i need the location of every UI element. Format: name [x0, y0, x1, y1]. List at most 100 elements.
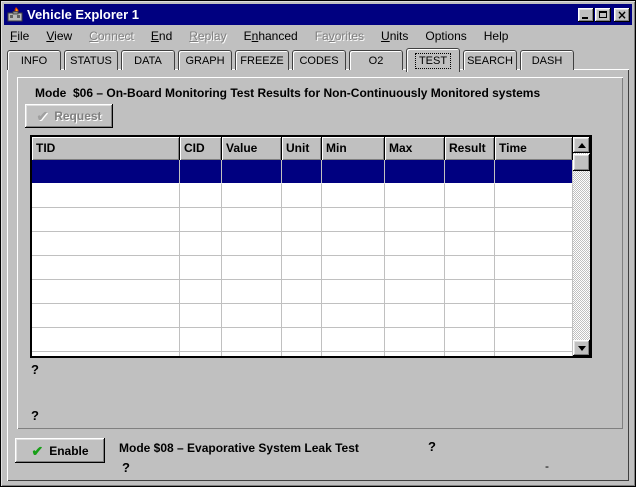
table-body[interactable]	[32, 160, 573, 356]
column-header-result[interactable]: Result	[445, 137, 495, 160]
close-button[interactable]: ×	[614, 7, 630, 22]
table-cell	[282, 208, 322, 232]
menu-end[interactable]: End	[150, 28, 173, 43]
maximize-icon	[599, 11, 607, 18]
scroll-up-button[interactable]	[573, 137, 590, 153]
table-cell	[32, 328, 180, 352]
table-cell	[282, 352, 322, 356]
table-cell	[385, 256, 445, 280]
table-cell	[222, 352, 282, 356]
menu-help[interactable]: Help	[483, 28, 509, 43]
tab-freeze[interactable]: FREEZE	[235, 50, 289, 70]
table-cell	[322, 160, 385, 184]
table-cell	[385, 304, 445, 328]
column-header-tid[interactable]: TID	[32, 137, 180, 160]
table-cell	[180, 184, 222, 208]
tab-label: FREEZE	[240, 54, 284, 67]
mode08-value-placeholder: -	[545, 459, 549, 473]
table-cell	[495, 232, 573, 256]
table-scrollbar[interactable]	[573, 137, 590, 356]
tab-label: TEST	[414, 52, 452, 69]
table-cell	[32, 256, 180, 280]
tab-codes[interactable]: CODES	[292, 50, 346, 70]
column-header-max[interactable]: Max	[385, 137, 445, 160]
maximize-button[interactable]	[595, 7, 611, 22]
table-row[interactable]	[32, 352, 573, 356]
table-cell	[222, 256, 282, 280]
table-cell	[385, 280, 445, 304]
column-header-value[interactable]: Value	[222, 137, 282, 160]
table-cell	[222, 208, 282, 232]
table-row[interactable]	[32, 184, 573, 208]
tab-label: DASH	[531, 54, 563, 67]
menu-units[interactable]: Units	[381, 28, 409, 43]
table-cell	[445, 304, 495, 328]
table-row[interactable]	[32, 232, 573, 256]
table-cell	[32, 208, 180, 232]
menu-enhanced[interactable]: Enhanced	[243, 28, 298, 43]
scroll-down-button[interactable]	[573, 340, 590, 356]
tab-graph[interactable]: GRAPH	[178, 50, 232, 70]
column-header-unit[interactable]: Unit	[282, 137, 322, 160]
scrollbar-thumb[interactable]	[573, 154, 590, 171]
title-bar[interactable]: Vehicle Explorer 1 ×	[4, 4, 632, 25]
arrow-up-icon	[577, 142, 586, 148]
table-row[interactable]	[32, 328, 573, 352]
enable-button[interactable]: ✔ Enable	[15, 438, 105, 463]
table-row[interactable]	[32, 304, 573, 328]
table-cell	[222, 184, 282, 208]
test-tab-page: Mode $06 – On-Board Monitoring Test Resu…	[7, 69, 629, 481]
table-cell	[222, 232, 282, 256]
table-row[interactable]	[32, 256, 573, 280]
menu-file[interactable]: File	[10, 28, 30, 43]
close-icon: ×	[616, 7, 628, 22]
window-controls: ×	[577, 7, 630, 22]
request-button[interactable]: ✔ Request	[25, 104, 113, 128]
table-cell	[180, 280, 222, 304]
tab-o2[interactable]: O2	[349, 50, 403, 70]
table-cell	[495, 184, 573, 208]
table-row[interactable]	[32, 280, 573, 304]
column-header-time[interactable]: Time	[495, 137, 573, 160]
table-row[interactable]	[32, 208, 573, 232]
table-cell	[445, 280, 495, 304]
tab-label: DATA	[134, 54, 162, 67]
menu-view[interactable]: View	[46, 28, 73, 43]
enable-button-label: Enable	[49, 443, 89, 458]
window-title: Vehicle Explorer 1	[27, 7, 140, 22]
table-cell	[445, 160, 495, 184]
table-cell	[495, 304, 573, 328]
mode08-title: Mode $08 – Evaporative System Leak Test	[119, 441, 359, 455]
mode08-section: ✔ Enable Mode $08 – Evaporative System L…	[9, 431, 627, 479]
minimize-button[interactable]	[578, 7, 594, 22]
table-cell	[180, 208, 222, 232]
table-cell	[32, 280, 180, 304]
table-cell	[445, 232, 495, 256]
menu-options[interactable]: Options	[425, 28, 467, 43]
check-icon: ✔	[31, 442, 44, 459]
column-header-cid[interactable]: CID	[180, 137, 222, 160]
table-cell	[32, 352, 180, 356]
table-cell	[322, 208, 385, 232]
mode06-status-2: ?	[31, 408, 39, 423]
column-header-min[interactable]: Min	[322, 137, 385, 160]
table-header-row: TID CID Value Unit Min Max Result Time	[32, 137, 573, 160]
table-cell	[322, 184, 385, 208]
table-cell	[385, 184, 445, 208]
tab-status[interactable]: STATUS	[64, 50, 118, 70]
table-cell	[222, 280, 282, 304]
tab-bar: INFO STATUS DATA GRAPH FREEZE CODES O2 TEST SEAR…	[7, 46, 577, 72]
table-row[interactable]	[32, 160, 573, 184]
tab-info[interactable]: INFO	[7, 50, 61, 70]
table-cell	[222, 328, 282, 352]
tab-test[interactable]: TEST	[406, 48, 460, 72]
tab-data[interactable]: DATA	[121, 50, 175, 70]
table-cell	[322, 328, 385, 352]
table-cell	[322, 232, 385, 256]
menu-favorites: Favorites	[314, 28, 365, 43]
table-cell	[322, 304, 385, 328]
tab-dash[interactable]: DASH	[520, 50, 574, 70]
table-cell	[222, 160, 282, 184]
table-cell	[282, 232, 322, 256]
tab-search[interactable]: SEARCH	[463, 50, 517, 70]
